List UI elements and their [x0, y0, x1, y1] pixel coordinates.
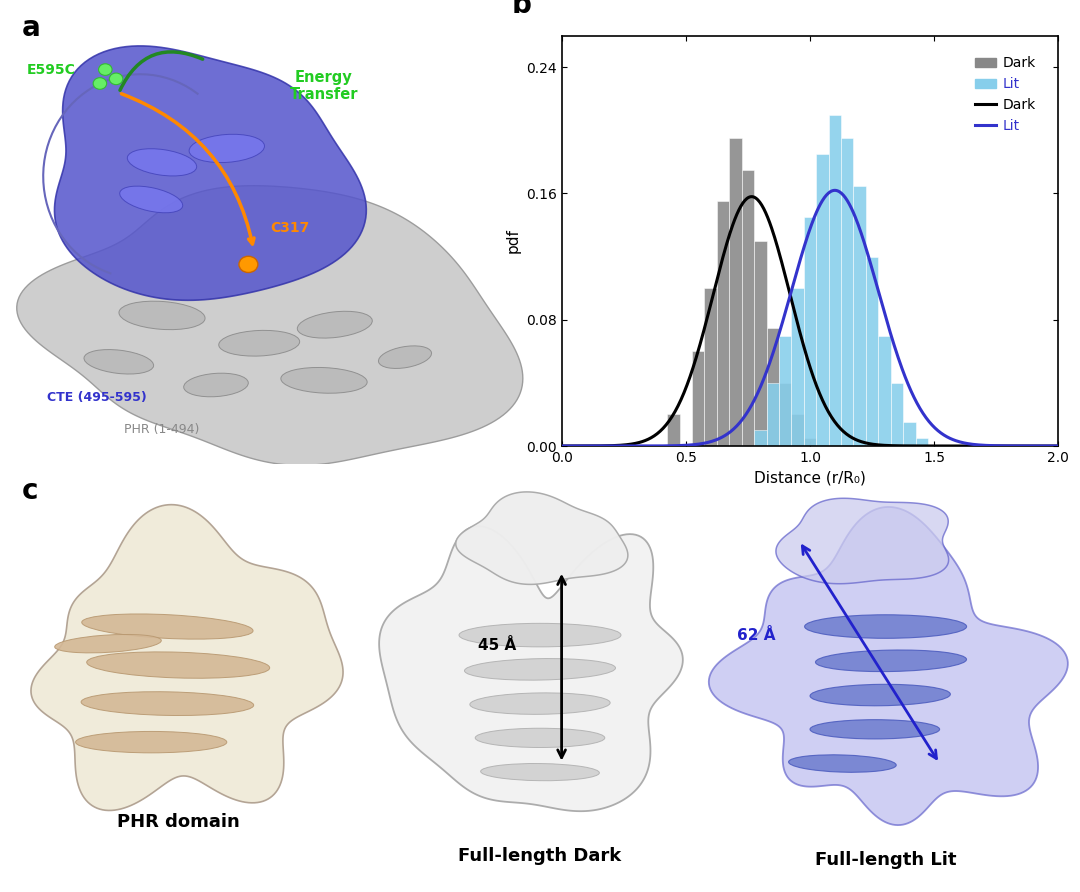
Ellipse shape	[239, 256, 258, 273]
Bar	[767, 327, 779, 446]
Bar	[841, 138, 853, 446]
Ellipse shape	[81, 691, 254, 715]
Ellipse shape	[119, 301, 205, 330]
Bar	[804, 438, 816, 446]
Bar	[853, 186, 866, 446]
Bar	[692, 351, 704, 446]
Ellipse shape	[184, 373, 248, 397]
Text: C317: C317	[270, 221, 309, 235]
Ellipse shape	[219, 330, 299, 356]
Text: Full-length Lit: Full-length Lit	[814, 851, 957, 870]
Ellipse shape	[815, 650, 967, 672]
Ellipse shape	[82, 614, 253, 640]
Ellipse shape	[281, 368, 367, 393]
Ellipse shape	[459, 624, 621, 647]
Text: Full-length Dark: Full-length Dark	[458, 847, 622, 865]
Bar	[729, 138, 742, 446]
Ellipse shape	[76, 731, 227, 753]
Bar	[754, 430, 767, 446]
Ellipse shape	[788, 755, 896, 772]
Bar	[792, 288, 804, 446]
Bar	[903, 422, 916, 446]
Ellipse shape	[470, 693, 610, 714]
Bar	[828, 114, 841, 446]
Text: a: a	[22, 14, 40, 42]
Text: 45 Å: 45 Å	[477, 639, 516, 653]
Ellipse shape	[805, 615, 967, 639]
Ellipse shape	[93, 78, 107, 89]
Ellipse shape	[475, 728, 605, 747]
Legend: Dark, Lit, Dark, Lit: Dark, Lit, Dark, Lit	[970, 51, 1041, 139]
Bar	[804, 217, 816, 446]
Text: Energy
Transfer: Energy Transfer	[289, 70, 359, 102]
Bar	[792, 415, 804, 446]
Ellipse shape	[464, 658, 616, 681]
Text: 62 Å: 62 Å	[737, 628, 775, 642]
Bar	[866, 257, 878, 446]
Text: b: b	[512, 0, 531, 20]
Bar	[667, 415, 679, 446]
Bar	[717, 202, 729, 446]
Text: PHR (1-494): PHR (1-494)	[124, 423, 200, 436]
Bar	[742, 169, 754, 446]
Ellipse shape	[127, 149, 197, 176]
Text: CTE (495-595): CTE (495-595)	[48, 391, 147, 403]
Ellipse shape	[481, 764, 599, 780]
Bar	[704, 288, 717, 446]
Ellipse shape	[109, 73, 123, 85]
Bar	[916, 438, 928, 446]
Ellipse shape	[378, 346, 432, 368]
Ellipse shape	[98, 64, 112, 76]
Polygon shape	[379, 526, 683, 811]
Ellipse shape	[55, 634, 161, 653]
Polygon shape	[456, 491, 627, 584]
Polygon shape	[708, 507, 1068, 825]
Polygon shape	[54, 45, 366, 301]
Bar	[816, 154, 828, 446]
Ellipse shape	[120, 186, 183, 213]
Ellipse shape	[84, 350, 153, 374]
Bar	[779, 383, 792, 446]
Y-axis label: pdf: pdf	[505, 228, 521, 253]
Ellipse shape	[810, 684, 950, 706]
Polygon shape	[775, 499, 948, 583]
Polygon shape	[31, 505, 343, 811]
Text: c: c	[22, 476, 38, 505]
Ellipse shape	[189, 135, 265, 162]
Bar	[878, 335, 891, 446]
Text: PHR domain: PHR domain	[117, 813, 240, 830]
Bar	[779, 335, 792, 446]
Text: E595C: E595C	[27, 63, 76, 78]
Ellipse shape	[86, 652, 270, 678]
Ellipse shape	[297, 311, 373, 338]
Ellipse shape	[810, 720, 940, 739]
Bar	[767, 383, 779, 446]
Bar	[891, 383, 903, 446]
X-axis label: Distance (r/R₀): Distance (r/R₀)	[754, 470, 866, 485]
Bar	[754, 241, 767, 446]
Polygon shape	[17, 186, 523, 466]
